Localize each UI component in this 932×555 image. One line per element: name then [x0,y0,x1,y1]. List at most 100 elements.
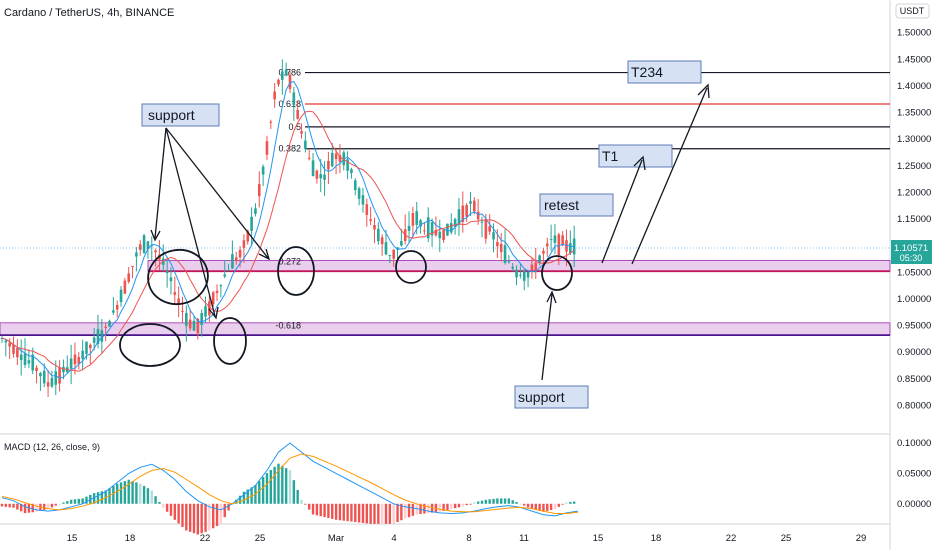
candle-body [146,241,150,250]
support-label-box[interactable] [141,103,220,127]
ma-slow-line [1,110,575,372]
macd-hist-bar [334,503,338,520]
macd-hist-bar [181,503,184,527]
candle-body [200,313,203,325]
candle-body [334,153,338,160]
macd-hist-bar [35,503,38,512]
macd-hist-bar [142,485,146,504]
macd-hist-bar [519,503,522,505]
price-tick-label: 1.25000 [897,161,931,172]
macd-hist-bar [546,503,549,511]
macd-hist-bar [450,503,453,510]
candle-body [492,232,495,240]
t234-label-box[interactable] [627,60,702,84]
macd-hist-bar [411,503,415,516]
candle-body [496,242,499,247]
macd-hist-bar [204,503,207,532]
candle-body [365,204,369,215]
candle-body [327,160,330,170]
candle-body [62,366,65,373]
currency-label: USDT [900,6,925,16]
price-tick-label: 0.85000 [897,374,931,385]
macd-hist-bar [569,501,572,504]
macd-hist-bar [173,503,176,520]
candle-body [27,360,31,364]
candle-body [231,254,234,269]
candle-body [480,221,484,223]
candle-body [69,358,73,369]
macd-hist-bar [219,503,223,524]
fib-label: -0.618 [275,321,301,331]
macd-hist-bar [265,473,269,504]
macd-hist-bar [185,503,188,531]
candle-body [300,131,303,134]
macd-hist-bar [96,492,100,504]
date-tick-label: 8 [466,533,471,544]
macd-hist-bar [388,503,392,524]
candle-body [292,92,296,106]
macd-hist-bar [46,503,50,510]
macd-hist-bar [331,503,334,519]
candle-body [353,180,357,191]
candle-body [42,370,46,384]
price-tick-label: 1.45000 [897,54,931,65]
t1-label-box[interactable] [598,144,673,168]
candle-body [77,356,81,364]
macd-hist-bar [315,503,319,516]
fib-label: 0.5 [288,122,301,132]
candle-body [373,225,376,230]
candle-body [81,350,84,359]
candle-body [238,249,242,258]
candle-body [265,141,269,155]
retest-label-box[interactable] [539,193,614,217]
macd-hist-bar [480,500,484,504]
candle-body [423,230,426,232]
macd-hist-bar [165,503,169,512]
candle-body [446,223,449,236]
date-tick-label: Mar [328,533,344,544]
date-tick-label: 25 [781,533,792,544]
macd-hist-bar [119,482,123,504]
chart-title: Cardano / TetherUS, 4h, BINANCE [4,7,174,19]
macd-hist-bar [534,503,537,511]
candle-body [407,225,411,231]
candle-body [123,280,127,294]
macd-hist-bar [112,485,115,504]
candle-body [553,235,557,243]
macd-hist-bar [357,503,361,523]
macd-hist-bar [507,498,511,504]
candle-body [177,298,180,305]
candle-body [46,382,50,387]
candle-body [173,292,177,295]
candle-body [461,205,465,223]
macd-hist-bar [365,503,368,524]
candle-body [204,306,207,317]
support-label-box-2[interactable] [514,385,589,409]
currency-box[interactable] [895,3,930,19]
candle-body [484,218,488,239]
candle-body [388,254,392,256]
macd-hist-bar [461,503,464,507]
candle-body [115,305,119,310]
candle-body [453,219,457,227]
macd-hist-bar [354,503,357,523]
macd-hist-bar [150,490,153,504]
candle-body [250,216,253,231]
price-tick-label: 1.30000 [897,134,931,145]
macd-hist-bar [361,503,365,523]
macd-hist-bar [384,503,388,524]
macd-hist-bar [572,501,576,504]
macd-hist-bar [20,503,23,512]
macd-hist-bar [23,503,27,514]
macd-line [1,442,579,517]
candle-body [273,91,276,100]
macd-hist-bar [8,503,11,508]
candle-body [323,174,326,180]
macd-hist-bar [43,503,46,511]
macd-hist-bar [380,503,384,524]
candle-body [254,208,257,214]
candle-body [315,170,319,179]
candle-body [208,301,211,316]
